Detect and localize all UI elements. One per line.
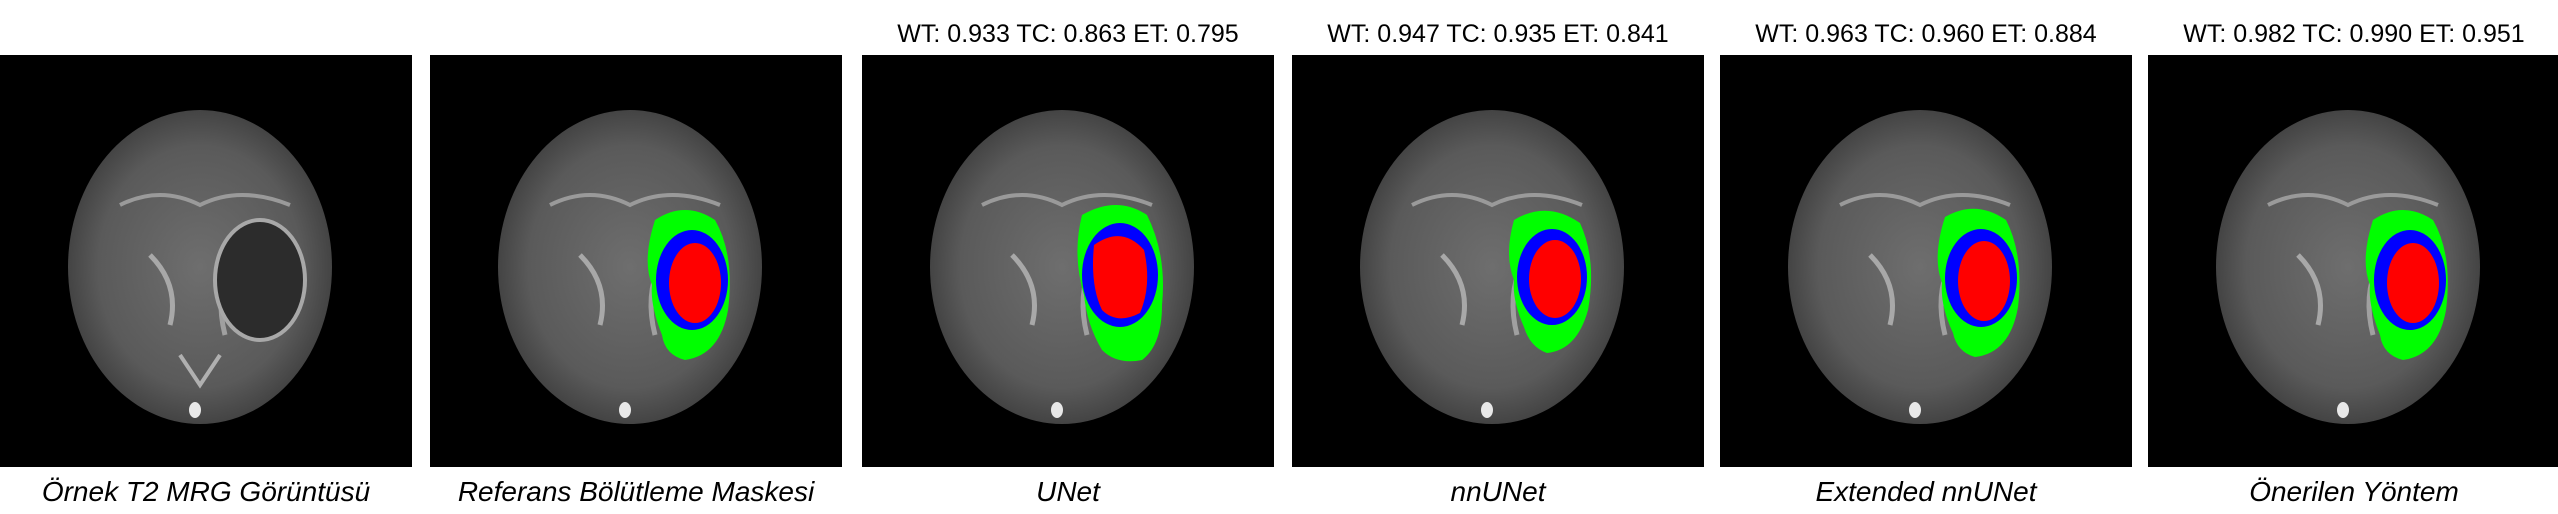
panel-caption: Referans Bölütleme Maskesi: [457, 476, 815, 507]
panel-nnunet: WT: 0.947 TC: 0.935 ET: 0.841 nnUNet: [1292, 0, 1704, 513]
metrics-label: [430, 14, 842, 54]
panel-caption: UNet: [1036, 476, 1100, 507]
panel-unet: WT: 0.933 TC: 0.863 ET: 0.795 UNet: [862, 0, 1274, 513]
mri-image: [430, 55, 842, 467]
enhancing-tumor-mask: [1093, 236, 1148, 319]
enhancing-tumor-mask: [1529, 240, 1581, 318]
metrics-label: WT: 0.947 TC: 0.935 ET: 0.841: [1327, 20, 1669, 48]
enhancing-tumor-mask: [1958, 241, 2010, 321]
mri-image: [2148, 55, 2558, 467]
panel-sample-image: Örnek T2 MRG Görüntüsü: [0, 0, 412, 513]
panel-caption: Örnek T2 MRG Görüntüsü: [41, 476, 371, 507]
panel-caption: nnUNet: [1450, 476, 1546, 507]
enhancing-tumor-mask: [2387, 243, 2439, 323]
panel-extended-nnunet: WT: 0.963 TC: 0.960 ET: 0.884 Extended n…: [1720, 0, 2132, 513]
metrics-label: WT: 0.963 TC: 0.960 ET: 0.884: [1755, 20, 2097, 48]
mri-image: [1292, 55, 1704, 467]
mri-image: [0, 55, 412, 467]
metrics-label: WT: 0.933 TC: 0.863 ET: 0.795: [897, 20, 1239, 48]
panel-reference-mask: Referans Bölütleme Maskesi: [430, 0, 842, 513]
metrics-label: [0, 14, 412, 54]
mri-image: [1720, 55, 2132, 467]
enhancing-tumor-mask: [669, 243, 721, 323]
panel-caption: Önerilen Yöntem: [2249, 476, 2459, 507]
metrics-label: WT: 0.982 TC: 0.990 ET: 0.951: [2183, 20, 2525, 48]
mri-image: [862, 55, 1274, 467]
panel-proposed-method: WT: 0.982 TC: 0.990 ET: 0.951 Önerilen Y…: [2148, 0, 2558, 513]
panel-caption: Extended nnUNet: [1815, 476, 2037, 507]
